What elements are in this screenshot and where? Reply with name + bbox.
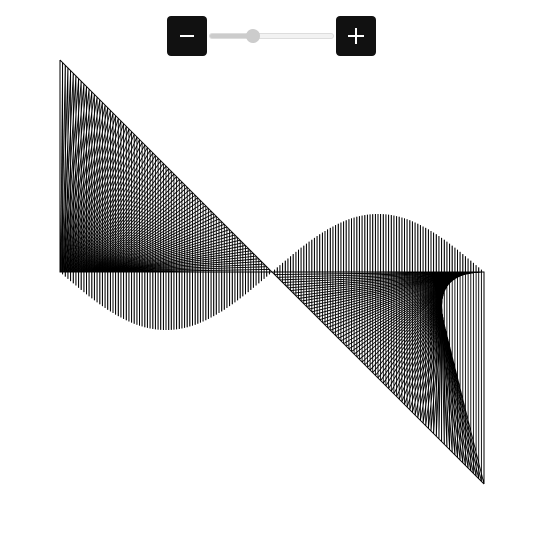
string-art-lines	[59, 59, 485, 485]
string-line	[82, 149, 151, 273]
string-line	[88, 176, 177, 273]
string-line	[78, 134, 135, 273]
string-line	[103, 234, 236, 273]
string-line	[430, 271, 485, 485]
zoom-slider[interactable]	[209, 29, 334, 43]
string-line	[66, 86, 87, 273]
zoom-out-button[interactable]	[167, 16, 207, 56]
string-line	[92, 192, 193, 273]
string-line	[84, 160, 162, 273]
plus-icon	[348, 28, 364, 44]
zoom-in-button[interactable]	[336, 16, 376, 56]
string-line	[60, 65, 66, 273]
string-line	[62, 70, 72, 273]
minus-icon	[180, 35, 194, 37]
string-line	[90, 181, 183, 273]
string-line	[108, 255, 257, 273]
string-line	[110, 260, 262, 273]
string-line	[106, 245, 246, 273]
string-line	[71, 107, 109, 273]
string-line	[68, 97, 98, 273]
string-line	[99, 218, 220, 273]
zoom-slider-thumb[interactable]	[245, 29, 260, 43]
string-line	[74, 118, 119, 273]
zoom-slider-track[interactable]	[209, 33, 334, 39]
string-line	[76, 128, 130, 273]
string-line	[111, 266, 267, 273]
zoom-slider-fill	[210, 34, 254, 38]
diagonal-line	[59, 59, 485, 485]
string-line	[98, 213, 214, 273]
string-line	[104, 239, 241, 273]
string-line	[87, 171, 172, 273]
string-line	[72, 112, 114, 273]
string-line	[79, 139, 140, 273]
string-line	[100, 223, 225, 273]
string-line	[63, 75, 77, 273]
zoom-controls	[167, 16, 376, 56]
string-line	[83, 155, 156, 273]
string-line	[67, 91, 93, 273]
string-line	[94, 197, 199, 273]
string-line	[95, 202, 204, 273]
